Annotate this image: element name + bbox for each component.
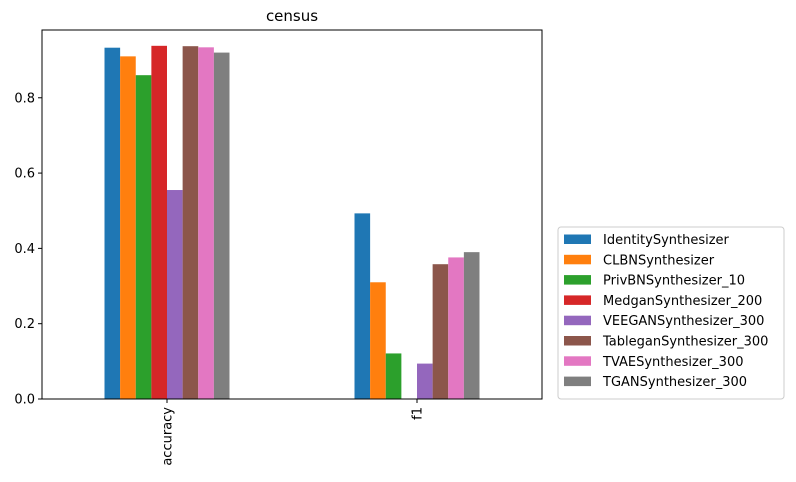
legend-swatch [564, 376, 591, 387]
y-tick-label: 0.4 [14, 242, 35, 257]
y-tick-label: 0.8 [14, 91, 35, 106]
plot-frame [41, 29, 543, 400]
legend-swatch [564, 275, 591, 285]
x-axis: accuracy f1 [161, 399, 426, 466]
legend-label: CLBNSynthesizer [603, 253, 715, 268]
legend-label: PrivBNSynthesizer_10 [603, 274, 745, 289]
bar-f1-VEEGANSynthesizer_300 [417, 363, 433, 399]
legend-label: VEEGANSynthesizer_300 [603, 314, 764, 329]
bar-f1-TVAESynthesizer_300 [448, 257, 464, 399]
legend-label: IdentitySynthesizer [603, 233, 730, 248]
y-tick-label: 0.0 [14, 393, 35, 408]
chart-title: census [266, 7, 318, 25]
legend-label: MedganSynthesizer_200 [603, 294, 762, 309]
x-tick-label-accuracy: accuracy [161, 407, 176, 466]
bar-f1-CLBNSynthesizer [370, 282, 386, 399]
bar-f1-TableganSynthesizer_300 [432, 264, 449, 399]
bar-f1-IdentitySynthesizer [354, 213, 371, 399]
legend-label: TGANSynthesizer_300 [602, 375, 747, 390]
y-axis: 0.0 0.2 0.4 0.6 0.8 [14, 91, 42, 408]
legend-swatch [564, 315, 591, 326]
bars-group [104, 45, 480, 400]
legend-label: TableganSynthesizer_300 [602, 335, 768, 350]
y-tick-label: 0.2 [14, 317, 35, 332]
legend-box [557, 226, 785, 400]
bar-accuracy-IdentitySynthesizer [104, 47, 121, 400]
bar-accuracy-CLBNSynthesizer [120, 56, 136, 399]
bar-accuracy-TGANSynthesizer_300 [213, 52, 230, 400]
legend-swatch [564, 295, 591, 305]
legend: IdentitySynthesizer CLBNSynthesizer PrivBN… [557, 226, 785, 400]
bar-accuracy-VEEGANSynthesizer_300 [167, 190, 183, 399]
legend-swatch [564, 254, 591, 265]
legend-swatch [564, 356, 591, 366]
x-tick-label-f1: f1 [411, 407, 426, 420]
bar-f1-TGANSynthesizer_300 [463, 252, 480, 399]
legend-swatch [564, 336, 591, 346]
y-tick-label: 0.6 [14, 167, 35, 182]
bar-accuracy-MedganSynthesizer_200 [151, 45, 167, 400]
bar-f1-PrivBNSynthesizer_10 [385, 353, 402, 399]
legend-swatch [564, 234, 591, 244]
bar-accuracy-TableganSynthesizer_300 [182, 46, 199, 399]
bar-accuracy-PrivBNSynthesizer_10 [135, 75, 152, 400]
bar-accuracy-TVAESynthesizer_300 [198, 47, 214, 400]
legend-label: TVAESynthesizer_300 [602, 355, 744, 370]
